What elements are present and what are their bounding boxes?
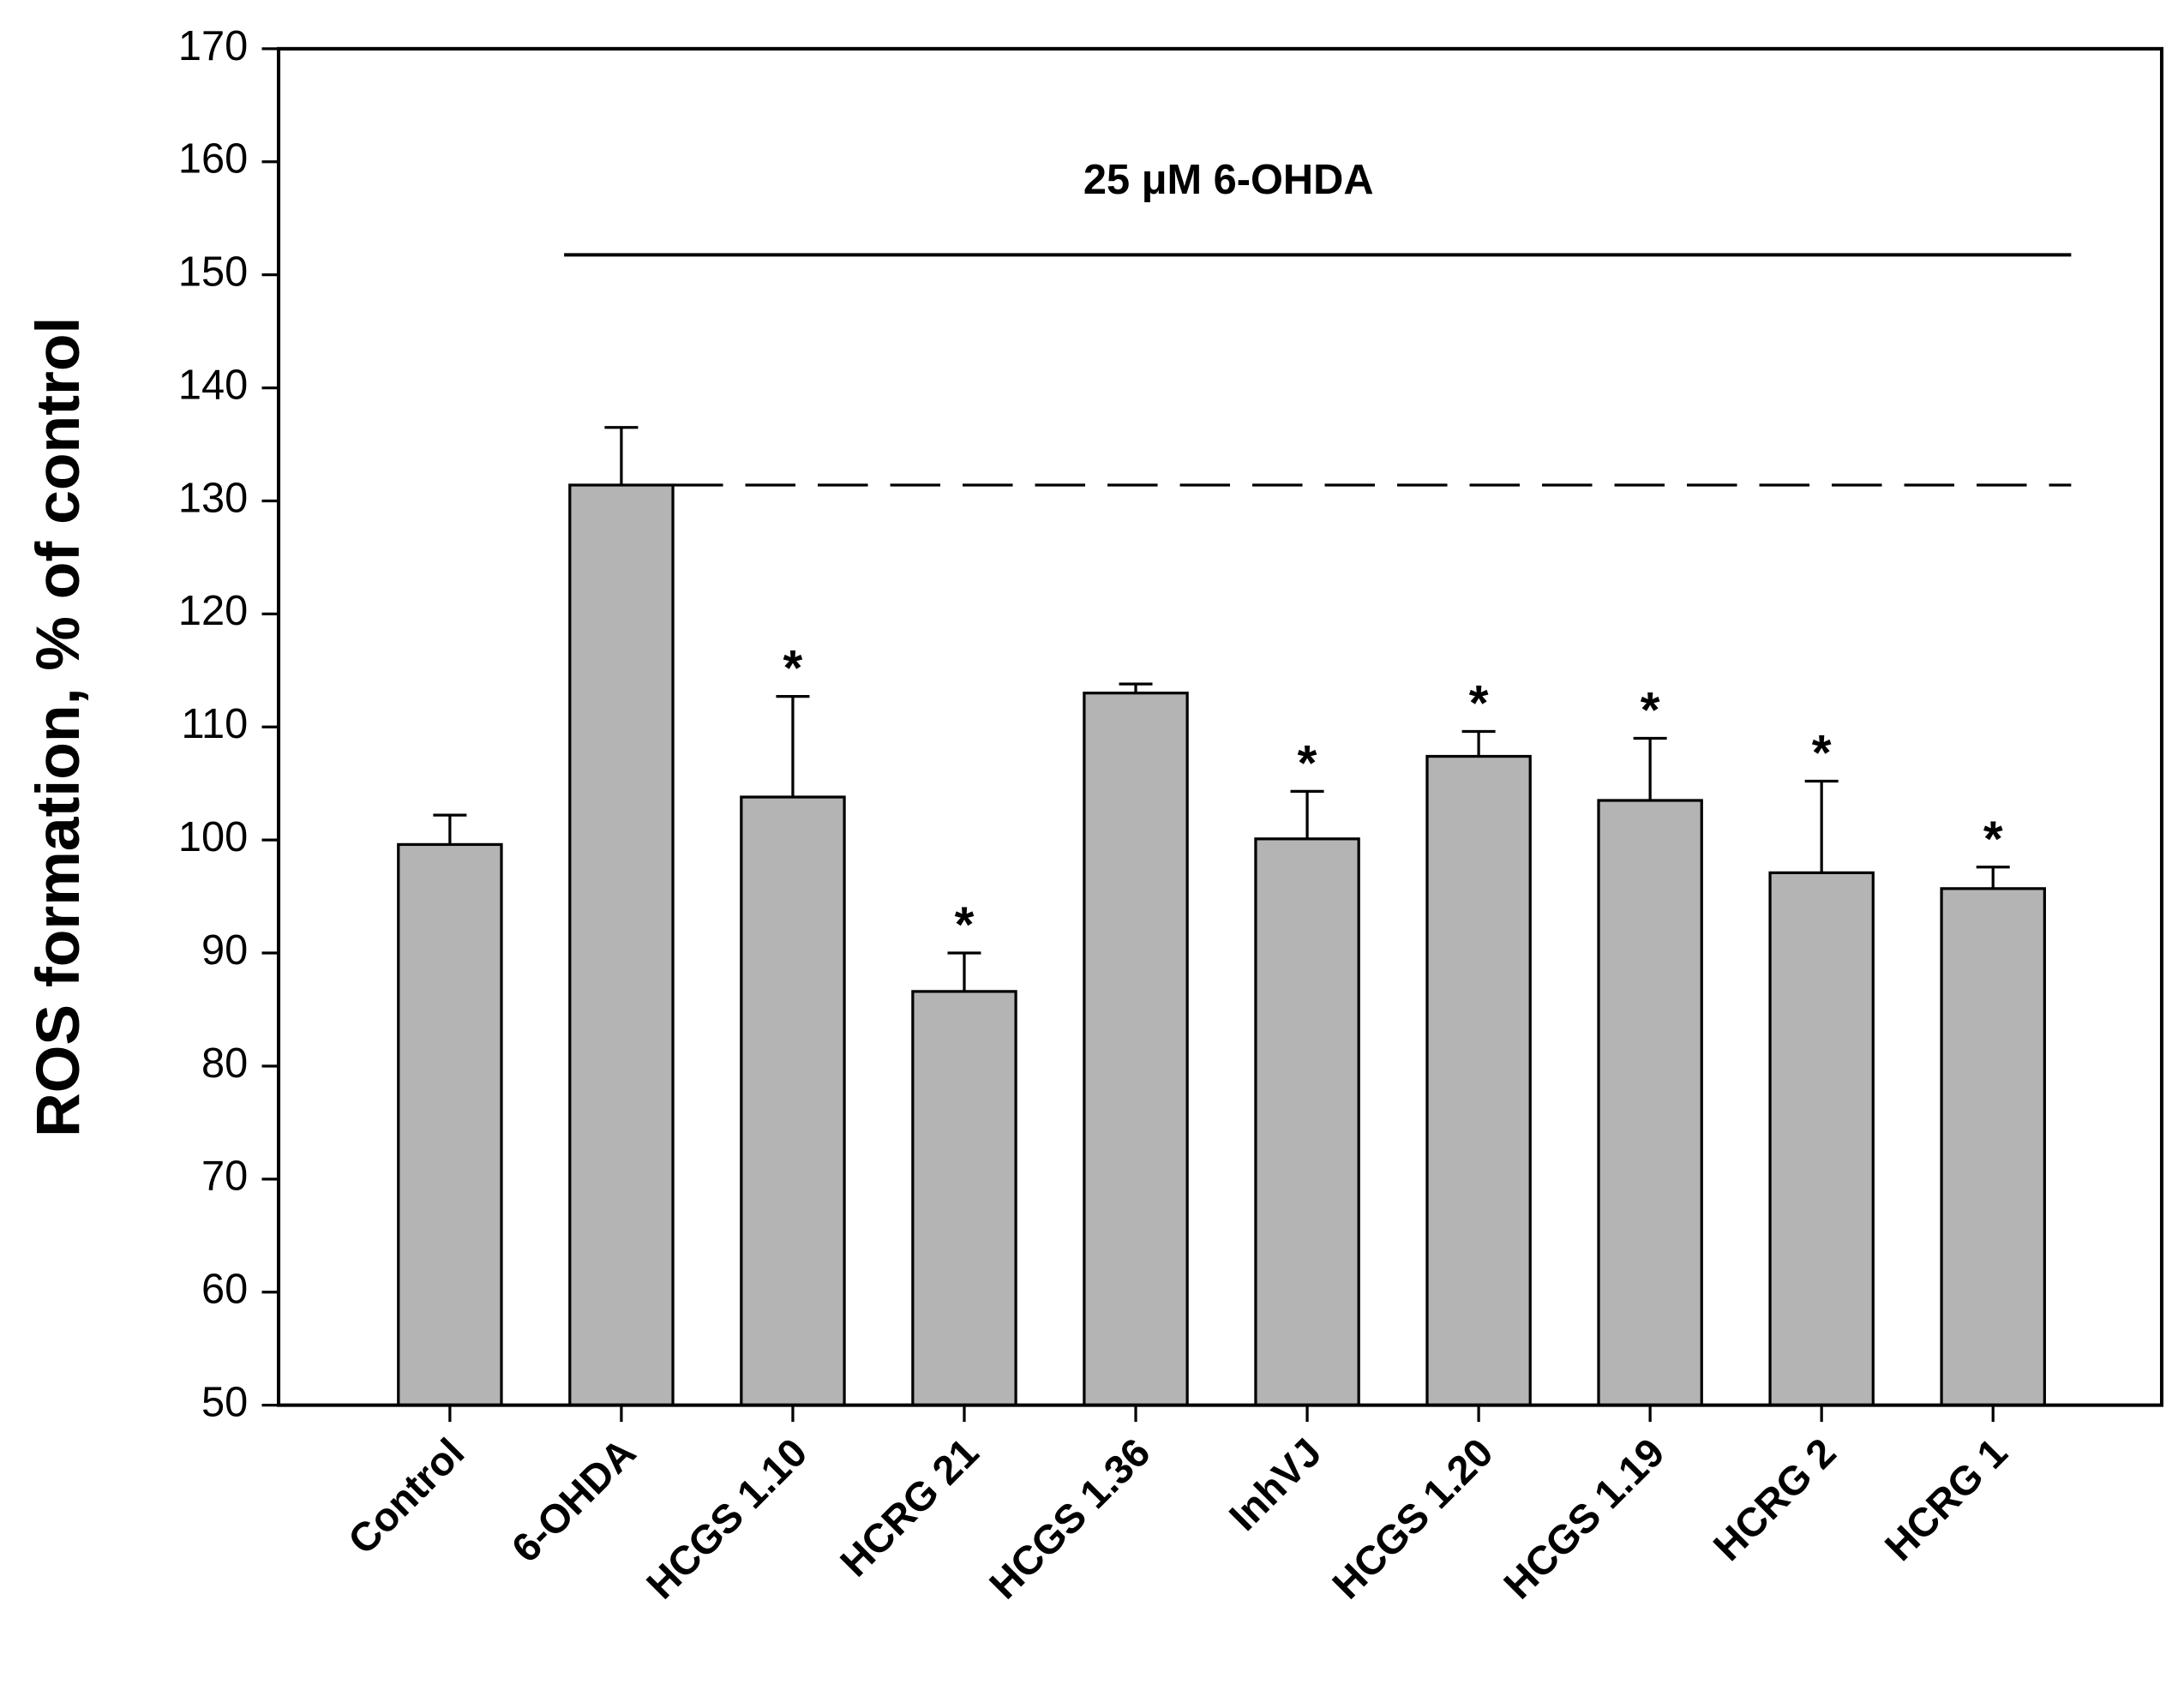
significance-mark: * — [1812, 726, 1832, 782]
bar — [1083, 692, 1189, 1407]
bar — [740, 795, 846, 1407]
bar — [568, 483, 675, 1407]
significance-mark: * — [1469, 676, 1489, 732]
y-tick-label: 100 — [178, 814, 248, 860]
x-tick-label: HCRG 1 — [1875, 1429, 2015, 1569]
y-tick-label: 70 — [201, 1154, 248, 1200]
plot: ROS formation, % of control 25 μM 6-OHDA… — [24, 23, 2164, 1608]
y-tick-label: 90 — [201, 927, 248, 974]
bar — [911, 990, 1017, 1407]
y-axis-label: ROS formation, % of control — [24, 317, 93, 1137]
y-tick-label: 130 — [178, 475, 248, 521]
y-tick-label: 120 — [178, 588, 248, 634]
x-tick-label: HCGS 1.10 — [638, 1429, 816, 1608]
y-tick-label: 170 — [178, 23, 248, 69]
significance-mark: * — [1641, 682, 1660, 738]
bar — [1254, 837, 1360, 1407]
y-tick-label: 140 — [178, 362, 248, 408]
y-tick-label: 160 — [178, 136, 248, 183]
bar — [1768, 871, 1875, 1407]
y-tick-label: 60 — [201, 1267, 248, 1313]
x-tick-label: HCRG 21 — [831, 1429, 987, 1585]
y-tick-label: 80 — [201, 1040, 248, 1087]
x-tick-label: 6-OHDA — [502, 1429, 644, 1571]
y-tick-label: 110 — [182, 701, 249, 747]
bar — [397, 842, 503, 1407]
significance-mark: * — [1298, 735, 1317, 791]
significance-mark: * — [955, 897, 975, 953]
x-tick-label: HCGS 1.36 — [981, 1429, 1159, 1608]
annotation: 25 μM 6-OHDA — [1083, 157, 1374, 203]
x-tick-label: HCGS 1.20 — [1323, 1429, 1502, 1608]
x-tick-label: InhVJ — [1220, 1429, 1329, 1539]
x-tick-label: HCRG 2 — [1704, 1429, 1844, 1569]
y-tick-label: 150 — [178, 249, 248, 296]
x-tick-label: HCGS 1.19 — [1495, 1429, 1673, 1608]
y-tick-label: 50 — [201, 1380, 248, 1426]
significance-mark: * — [783, 641, 803, 697]
x-tick-label: Control — [339, 1429, 473, 1563]
significance-mark: * — [1983, 812, 2003, 867]
bar — [1597, 799, 1703, 1407]
plot-frame — [276, 46, 2164, 1407]
bar — [1940, 887, 2046, 1407]
bar — [1425, 754, 1532, 1407]
